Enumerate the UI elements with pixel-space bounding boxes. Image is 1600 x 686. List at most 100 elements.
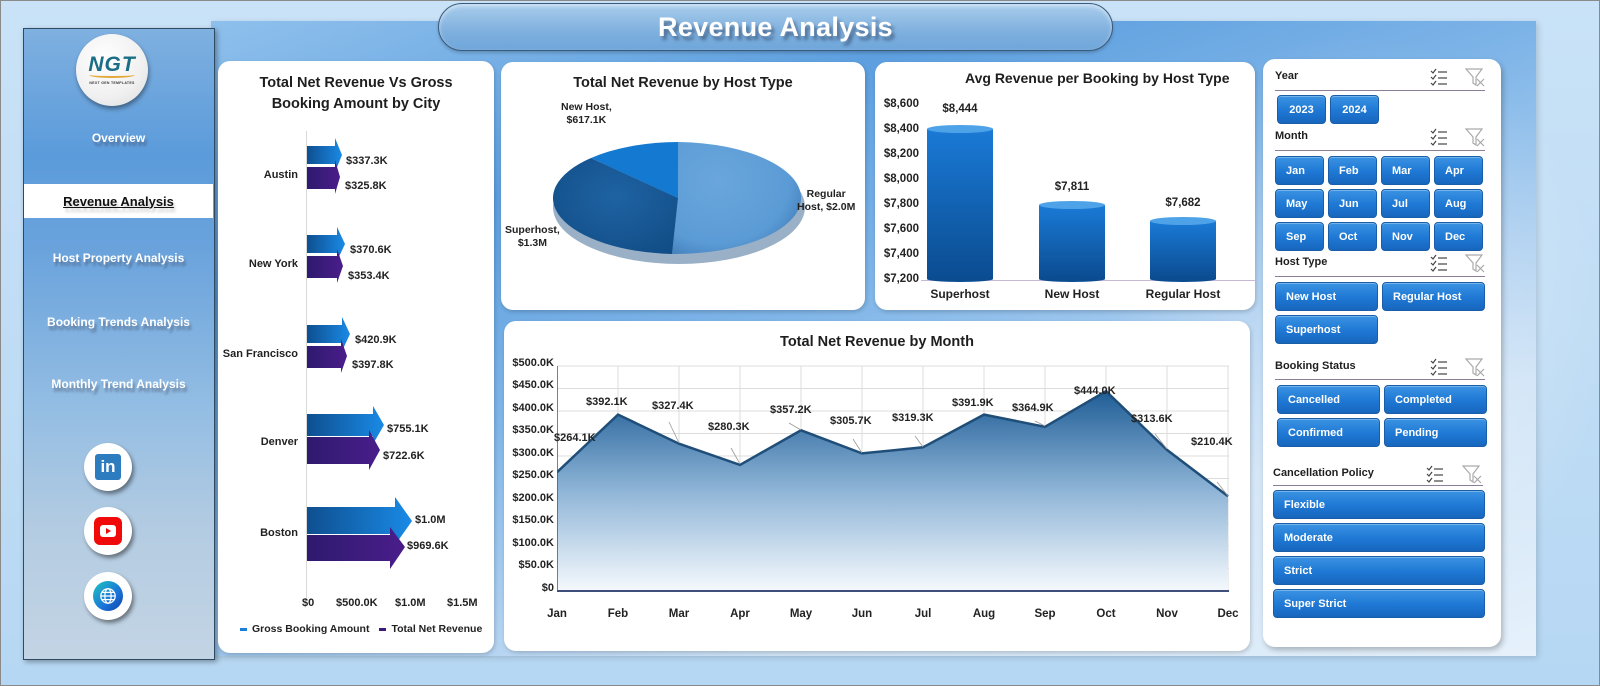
month-chip-jun[interactable]: Jun <box>1328 189 1377 218</box>
sidebar-item-overview[interactable]: Overview <box>91 131 146 145</box>
city-label: Boston <box>260 527 298 539</box>
y-tick: $500.0K <box>512 357 554 369</box>
x-tick: $0 <box>302 597 315 609</box>
x-month: Dec <box>1217 608 1239 620</box>
logo-subtitle: NEXT GEN TEMPLATES <box>89 81 135 85</box>
logo-wave-icon <box>89 72 135 78</box>
y-tick: $8,000 <box>883 173 919 185</box>
city-bar-san-francisco <box>307 317 350 373</box>
cancellation-chip-super-strict[interactable]: Super Strict <box>1273 589 1485 618</box>
point-label: $444.0K <box>1074 385 1116 397</box>
clear-filter-icon[interactable] <box>1465 253 1485 273</box>
city-chart-axis <box>306 131 307 601</box>
year-filter-label: Year <box>1275 70 1299 82</box>
multi-select-icon[interactable] <box>1425 465 1445 483</box>
city-chart-legend: Gross Booking Amount Total Net Revenue <box>240 623 482 635</box>
host-type-chip-new-host[interactable]: New Host <box>1275 282 1378 311</box>
month-chip-may[interactable]: May <box>1275 189 1324 218</box>
sidebar-item-revenue-analysis[interactable]: Revenue Analysis <box>24 184 213 218</box>
page-title: Revenue Analysis <box>658 11 893 42</box>
booking-status-chip-cancelled[interactable]: Cancelled <box>1277 385 1380 414</box>
website-button[interactable] <box>84 572 132 620</box>
bar-value: $7,811 <box>1054 181 1090 193</box>
year-chip-2023[interactable]: 2023 <box>1277 95 1326 124</box>
avg-chart-title: Avg Revenue per Booking by Host Type <box>965 70 1230 86</box>
x-month: Oct <box>1096 608 1116 620</box>
avg-revenue-chart: Avg Revenue per Booking by Host Type $8,… <box>875 62 1255 310</box>
city-label: New York <box>248 258 298 270</box>
point-label: $305.7K <box>830 415 872 427</box>
divider <box>1275 276 1485 277</box>
month-chip-dec[interactable]: Dec <box>1434 222 1483 251</box>
bar-value: $337.3K <box>346 155 388 167</box>
clear-filter-icon[interactable] <box>1465 67 1485 87</box>
booking-status-chip-confirmed[interactable]: Confirmed <box>1277 418 1380 447</box>
clear-filter-icon[interactable] <box>1462 464 1482 484</box>
sidebar-item-host-property-analysis[interactable]: Host Property Analysis <box>52 251 185 265</box>
divider <box>1275 90 1485 91</box>
y-tick: $400.0K <box>512 402 554 414</box>
y-tick: $8,600 <box>883 98 919 110</box>
booking-status-chip-pending[interactable]: Pending <box>1384 418 1487 447</box>
multi-select-icon[interactable] <box>1429 254 1449 272</box>
multi-select-icon[interactable] <box>1429 358 1449 376</box>
year-chip-2024[interactable]: 2024 <box>1330 95 1379 124</box>
y-tick: $200.0K <box>512 492 554 504</box>
bar-value: $325.8K <box>345 180 387 192</box>
y-tick: $50.0K <box>518 559 554 571</box>
cancellation-chip-strict[interactable]: Strict <box>1273 556 1485 585</box>
host-type-chip-regular-host[interactable]: Regular Host <box>1382 282 1485 311</box>
divider <box>1275 150 1485 151</box>
month-chip-mar[interactable]: Mar <box>1381 156 1430 185</box>
bar-value: $755.1K <box>387 423 429 435</box>
cancellation-chip-moderate[interactable]: Moderate <box>1273 523 1485 552</box>
month-chip-aug[interactable]: Aug <box>1434 189 1483 218</box>
host-type-chip-superhost[interactable]: Superhost <box>1275 315 1378 344</box>
ngt-logo[interactable]: NGT NEXT GEN TEMPLATES <box>76 34 148 106</box>
month-chip-oct[interactable]: Oct <box>1328 222 1377 251</box>
city-chart-title: Total Net Revenue Vs Gross Booking Amoun… <box>218 73 494 115</box>
youtube-button[interactable] <box>84 507 132 555</box>
cancellation-chip-flexible[interactable]: Flexible <box>1273 490 1485 519</box>
clear-filter-icon[interactable] <box>1465 357 1485 377</box>
x-month: Apr <box>730 608 750 620</box>
clear-filter-icon[interactable] <box>1465 127 1485 147</box>
booking-status-chip-completed[interactable]: Completed <box>1384 385 1487 414</box>
city-label: Austin <box>263 169 298 181</box>
city-label: San Francisco <box>222 348 298 360</box>
y-tick: $100.0K <box>512 537 554 549</box>
point-label: $210.4K <box>1191 436 1233 448</box>
month-chip-sep[interactable]: Sep <box>1275 222 1324 251</box>
linkedin-button[interactable]: in <box>84 443 132 491</box>
month-chip-jul[interactable]: Jul <box>1381 189 1430 218</box>
sidebar-item-monthly-trend-analysis[interactable]: Monthly Trend Analysis <box>51 377 186 391</box>
city-revenue-chart: Total Net Revenue Vs Gross Booking Amoun… <box>218 61 494 653</box>
sidebar-item-booking-trends-analysis[interactable]: Booking Trends Analysis <box>47 315 190 329</box>
y-tick: $450.0K <box>512 379 554 391</box>
point-label: $327.4K <box>652 400 694 412</box>
x-month: Jun <box>851 608 873 620</box>
multi-select-icon[interactable] <box>1429 68 1449 86</box>
y-tick: $0 <box>541 582 554 594</box>
bar-value: $969.6K <box>407 540 449 552</box>
divider <box>1273 485 1483 486</box>
city-bar-denver <box>307 406 384 470</box>
month-chip-apr[interactable]: Apr <box>1434 156 1483 185</box>
y-tick: $350.0K <box>512 424 554 436</box>
x-month: Aug <box>972 608 996 620</box>
host-type-filter-label: Host Type <box>1275 256 1328 268</box>
city-chart-title-line2: Booking Amount by City <box>271 96 441 112</box>
x-tick: $1.5M <box>447 597 478 609</box>
point-label: $319.3K <box>892 412 934 424</box>
month-chip-nov[interactable]: Nov <box>1381 222 1430 251</box>
month-chip-feb[interactable]: Feb <box>1328 156 1377 185</box>
x-category: Superhost <box>930 287 990 301</box>
month-chip-jan[interactable]: Jan <box>1275 156 1324 185</box>
bar-value: $397.8K <box>352 359 394 371</box>
x-month: Jan <box>547 608 567 620</box>
bar-value: $420.9K <box>355 334 397 346</box>
bar-value: $370.6K <box>350 244 392 256</box>
multi-select-icon[interactable] <box>1429 128 1449 146</box>
x-month: Jul <box>914 608 932 620</box>
